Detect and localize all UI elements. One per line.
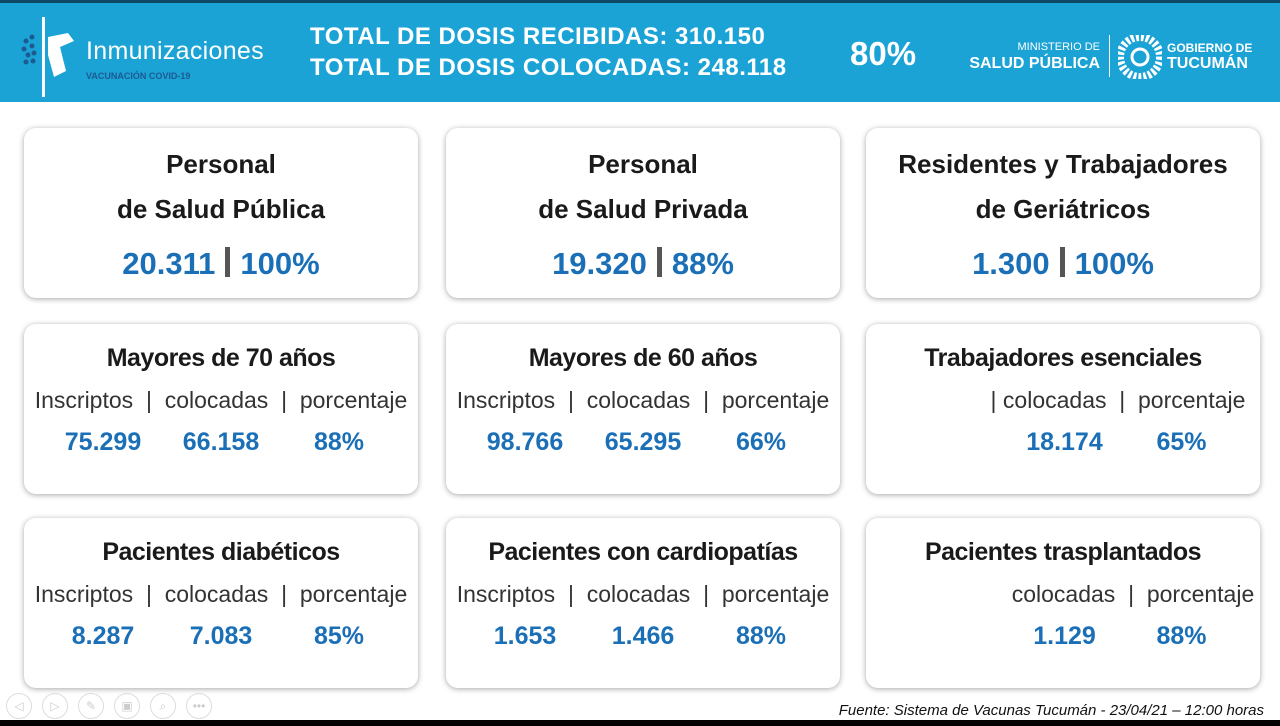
card-trabajadores-esenciales: Trabajadores esenciales | colocadas | po… xyxy=(866,324,1260,494)
label: | xyxy=(703,581,710,607)
next-icon[interactable]: ▷ xyxy=(42,693,68,719)
label: Inscriptos xyxy=(456,387,556,413)
card-cardiopatias: Pacientes con cardiopatías Inscriptos | … xyxy=(446,518,840,688)
porcentaje-value: 65% xyxy=(1156,428,1207,456)
column-labels: Inscriptos | colocadas | porcentaje xyxy=(24,387,418,414)
card-title: Pacientes trasplantados xyxy=(924,538,1202,566)
colocadas-value: 65.295 xyxy=(604,428,682,456)
percentage: 100% xyxy=(1074,246,1154,281)
porcentaje-value: 88% xyxy=(313,428,365,456)
count: 1.300 xyxy=(972,246,1050,281)
header: Inmunizaciones VACUNACIÓN COVID-19 TOTAL… xyxy=(0,0,1280,102)
slides-icon[interactable]: ▣ xyxy=(114,693,140,719)
label: porcentaje xyxy=(299,581,408,607)
divider xyxy=(225,247,231,277)
card-title: Mayores de 60 años xyxy=(528,344,758,372)
inscriptos-value: 75.299 xyxy=(64,428,142,456)
card-salud-publica: Personal de Salud Pública 20.311 100% xyxy=(24,128,418,298)
vaccine-figure-icon xyxy=(21,17,74,97)
card-salud-privada: Personal de Salud Privada 19.320 88% xyxy=(446,128,840,298)
card-title: Mayores de 70 años xyxy=(106,344,336,372)
colocadas-value: 18.174 xyxy=(1026,428,1103,456)
card-title: de Geriátricos xyxy=(975,194,1151,224)
label: porcentaje xyxy=(721,387,830,413)
label: porcentaje xyxy=(721,581,830,607)
label: Inscriptos xyxy=(34,581,134,607)
porcentaje-value: 66% xyxy=(735,428,787,456)
more-icon[interactable]: ••• xyxy=(186,693,212,719)
ministry-line1: MINISTERIO DE xyxy=(1017,41,1100,53)
sun-emblem-icon xyxy=(1118,35,1162,79)
percentage: 88% xyxy=(671,246,734,281)
card-title: Trabajadores esenciales xyxy=(924,344,1202,372)
card-mayores-70: Mayores de 70 años Inscriptos | colocada… xyxy=(24,324,418,494)
column-labels: | colocadas | porcentaje xyxy=(990,387,1246,413)
label: | xyxy=(281,387,288,413)
card-title: Pacientes diabéticos xyxy=(102,538,340,566)
previous-icon[interactable]: ◁ xyxy=(6,693,32,719)
total-recibidas: TOTAL DE DOSIS RECIBIDAS: 310.150 xyxy=(310,23,766,50)
label: Inscriptos xyxy=(34,387,134,413)
totals: TOTAL DE DOSIS RECIBIDAS: 310.150 TOTAL … xyxy=(310,21,787,83)
divider xyxy=(656,247,662,277)
colocadas-value: 7.083 xyxy=(189,622,253,650)
count: 20.311 xyxy=(122,246,216,281)
percentage: 100% xyxy=(240,246,320,281)
colocadas-value: 1.129 xyxy=(1033,622,1096,650)
column-labels: Inscriptos | colocadas | porcentaje xyxy=(446,387,840,414)
column-labels: Inscriptos | colocadas | porcentaje xyxy=(446,581,840,608)
label: colocadas xyxy=(164,387,269,413)
total-percentage: 80% xyxy=(850,35,917,72)
gov-line2: TUCUMÁN xyxy=(1167,55,1248,72)
inscriptos-value: 98.766 xyxy=(486,428,564,456)
card-title: de Salud Privada xyxy=(538,194,748,224)
card-diabeticos: Pacientes diabéticos Inscriptos | coloca… xyxy=(24,518,418,688)
card-title: Residentes y Trabajadores xyxy=(898,149,1228,179)
porcentaje-value: 88% xyxy=(735,622,787,650)
label: | xyxy=(703,387,710,413)
total-colocadas: TOTAL DE DOSIS COLOCADAS: 248.118 xyxy=(310,54,787,81)
label: porcentaje xyxy=(299,387,408,413)
card-geriatricos: Residentes y Trabajadores de Geriátricos … xyxy=(866,128,1260,298)
card-title: Pacientes con cardiopatías xyxy=(488,538,798,566)
label: | xyxy=(567,387,574,413)
pen-icon[interactable]: ✎ xyxy=(78,693,104,719)
label: Inscriptos xyxy=(456,581,556,607)
count: 19.320 xyxy=(552,246,647,281)
inscriptos-value: 8.287 xyxy=(71,622,135,650)
logo-subtitle: VACUNACIÓN COVID-19 xyxy=(86,71,191,81)
card-mayores-60: Mayores de 60 años Inscriptos | colocada… xyxy=(446,324,840,494)
label: colocadas xyxy=(586,387,691,413)
inscriptos-value: 1.653 xyxy=(493,622,557,650)
source-note: Fuente: Sistema de Vacunas Tucumán - 23/… xyxy=(838,702,1264,719)
divider xyxy=(1109,35,1110,77)
label: colocadas xyxy=(586,581,691,607)
label: | xyxy=(567,581,574,607)
card-title: Personal xyxy=(166,149,276,179)
gov-line1: GOBIERNO DE xyxy=(1167,41,1253,55)
slide-controls: ◁ ▷ ✎ ▣ ⌕ ••• xyxy=(6,693,212,719)
colocadas-value: 66.158 xyxy=(182,428,260,456)
divider xyxy=(1059,247,1065,277)
ministry-line2: SALUD PÚBLICA xyxy=(969,55,1100,72)
column-labels: Inscriptos | colocadas | porcentaje xyxy=(24,581,418,608)
label: colocadas xyxy=(164,581,269,607)
inmunizaciones-logo: Inmunizaciones VACUNACIÓN COVID-19 xyxy=(18,15,288,99)
card-trasplantados: Pacientes trasplantados colocadas | porc… xyxy=(866,518,1260,688)
porcentaje-value: 88% xyxy=(1156,622,1207,650)
government-logo: MINISTERIO DE SALUD PÚBLICA GOBIERNO DE … xyxy=(969,35,1255,79)
card-title: Personal xyxy=(588,149,698,179)
column-labels: colocadas | porcentaje xyxy=(1011,581,1255,607)
porcentaje-value: 85% xyxy=(313,622,365,650)
colocadas-value: 1.466 xyxy=(611,622,675,650)
bottom-bar xyxy=(0,720,1280,726)
card-title: de Salud Pública xyxy=(116,194,326,224)
label: | xyxy=(281,581,288,607)
logo-name: Inmunizaciones xyxy=(86,37,264,65)
label: | xyxy=(145,387,152,413)
zoom-icon[interactable]: ⌕ xyxy=(150,693,176,719)
label: | xyxy=(145,581,152,607)
